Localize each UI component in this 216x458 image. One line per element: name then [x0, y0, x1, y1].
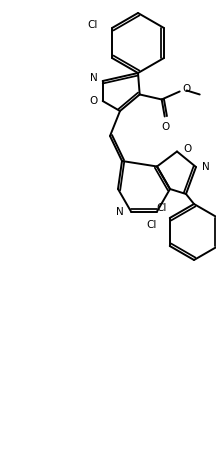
Text: N: N [116, 207, 124, 217]
Text: Cl: Cl [147, 219, 157, 229]
Text: O: O [183, 144, 191, 154]
Text: O: O [183, 84, 191, 94]
Text: O: O [89, 96, 98, 106]
Text: Cl: Cl [88, 20, 98, 30]
Text: N: N [202, 162, 210, 172]
Text: N: N [90, 73, 98, 83]
Text: O: O [162, 122, 170, 132]
Text: Cl: Cl [156, 203, 167, 213]
